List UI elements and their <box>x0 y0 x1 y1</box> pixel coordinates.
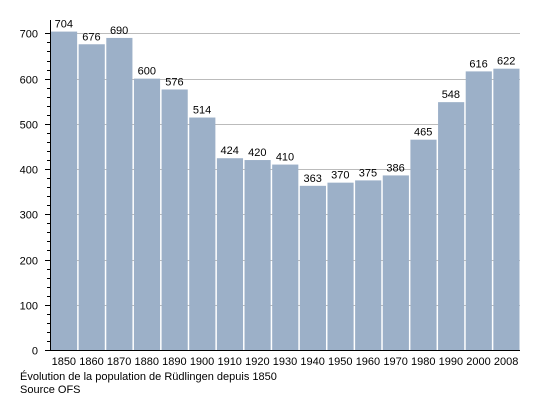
bar <box>161 89 188 350</box>
data-label: 420 <box>248 147 266 159</box>
x-tick-label: 1920 <box>245 356 269 368</box>
x-tick-label: 1940 <box>300 356 324 368</box>
data-label: 690 <box>110 25 128 37</box>
data-label: 514 <box>193 105 211 117</box>
data-label: 622 <box>497 56 515 68</box>
x-tick-label: 2000 <box>466 356 490 368</box>
data-label: 386 <box>386 162 404 174</box>
bar <box>272 164 299 350</box>
chart-source: Source OFS <box>20 384 81 396</box>
bar <box>493 68 520 351</box>
y-tick-label: 300 <box>20 210 38 222</box>
data-label: 363 <box>303 173 321 185</box>
data-label: 370 <box>331 170 349 182</box>
x-tick-label: 2008 <box>494 356 518 368</box>
bar <box>438 102 465 350</box>
data-label: 548 <box>442 89 460 101</box>
x-tick-label: 1890 <box>162 356 186 368</box>
bar <box>355 180 382 350</box>
bar <box>106 37 133 350</box>
data-label: 600 <box>138 66 156 78</box>
x-tick-label: 1960 <box>356 356 380 368</box>
x-tick-label: 1860 <box>79 356 103 368</box>
labels: 0 100 200 300 400 500 600 700 704 1850 676 1860 690 1… <box>20 19 519 368</box>
bar <box>78 44 105 350</box>
bar <box>133 78 161 350</box>
data-label: 616 <box>469 58 487 70</box>
data-label: 676 <box>82 31 100 43</box>
bar <box>51 31 78 351</box>
x-tick-label: 1980 <box>411 356 435 368</box>
bar <box>244 160 271 350</box>
y-tick-label: 200 <box>20 256 38 268</box>
x-tick-label: 1900 <box>190 356 214 368</box>
y-tick-label: 500 <box>20 120 38 132</box>
x-tick-label: 1880 <box>135 356 159 368</box>
bar <box>189 117 216 350</box>
data-label: 424 <box>221 145 239 157</box>
bars <box>51 31 520 351</box>
x-tick-label: 1850 <box>52 356 76 368</box>
x-tick-label: 1970 <box>383 356 407 368</box>
bar <box>216 158 244 350</box>
bar <box>465 71 492 350</box>
bar <box>410 139 437 350</box>
bar <box>327 182 354 350</box>
y-tick-label: 100 <box>20 301 38 313</box>
bar <box>299 185 326 350</box>
y-tick-label: 400 <box>20 165 38 177</box>
x-tick-label: 1870 <box>107 356 131 368</box>
x-tick-label: 1910 <box>217 356 241 368</box>
y-tick-label: 700 <box>20 29 38 41</box>
data-label: 465 <box>414 127 432 139</box>
y-tick-label: 600 <box>20 75 38 87</box>
x-tick-label: 1950 <box>328 356 352 368</box>
data-label: 576 <box>165 76 183 88</box>
x-tick-label: 1990 <box>439 356 463 368</box>
chart-caption: Évolution de la population de Rüdlingen … <box>20 371 277 383</box>
x-tick-label: 1930 <box>273 356 297 368</box>
y-tick-label: 0 <box>32 346 38 358</box>
bar <box>382 175 409 350</box>
data-label: 410 <box>276 152 294 164</box>
axes <box>45 20 520 351</box>
data-label: 375 <box>359 167 377 179</box>
data-label: 704 <box>55 19 73 31</box>
